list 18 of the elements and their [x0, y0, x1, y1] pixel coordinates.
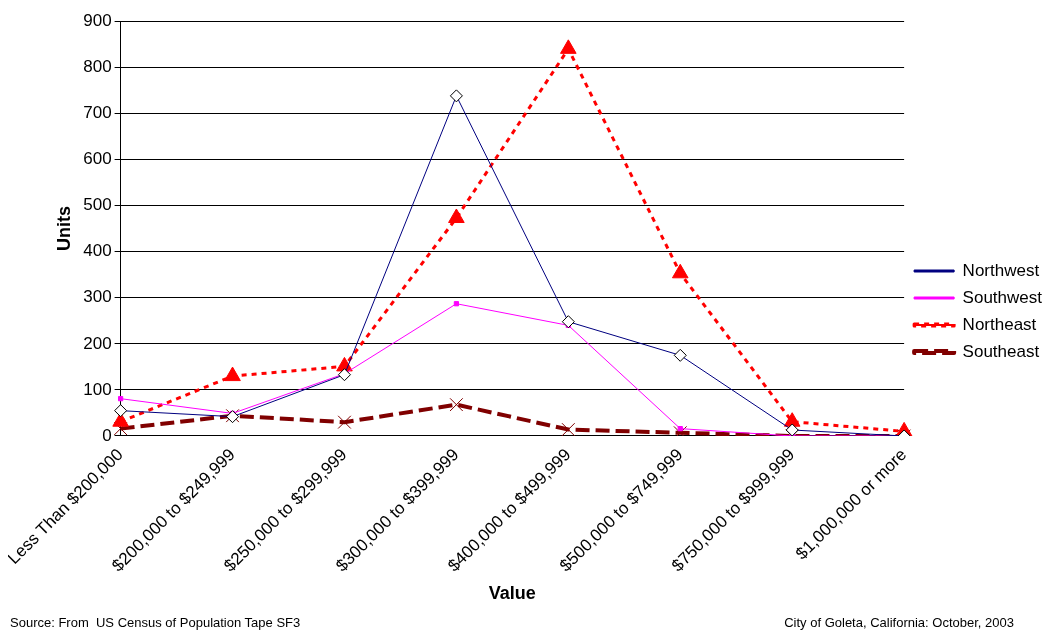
y-tick-label: 700	[83, 103, 112, 123]
legend-label: Southeast	[962, 341, 1040, 361]
legend-label: Southwest	[962, 287, 1043, 307]
legend-label: Northwest	[962, 260, 1040, 280]
legend-label: Northeast	[962, 314, 1037, 334]
y-axis-title: Units	[54, 206, 75, 252]
y-tick-label: 300	[83, 287, 112, 307]
y-tick-label: 900	[83, 10, 112, 30]
y-tick-label: 200	[83, 333, 112, 353]
text: City of Goleta, California: October, 2003	[784, 615, 1014, 631]
y-tick-label: 0	[102, 425, 112, 445]
y-tick-label: 500	[83, 195, 112, 215]
y-tick-label: 600	[83, 149, 112, 169]
y-tick-label: 800	[83, 56, 112, 76]
x-axis-title: Value	[488, 583, 536, 604]
source-note: Source: From US Census of Population Tape SF3	[10, 615, 301, 631]
y-tick-label: 100	[83, 379, 112, 399]
y-tick-label: 400	[83, 241, 112, 261]
